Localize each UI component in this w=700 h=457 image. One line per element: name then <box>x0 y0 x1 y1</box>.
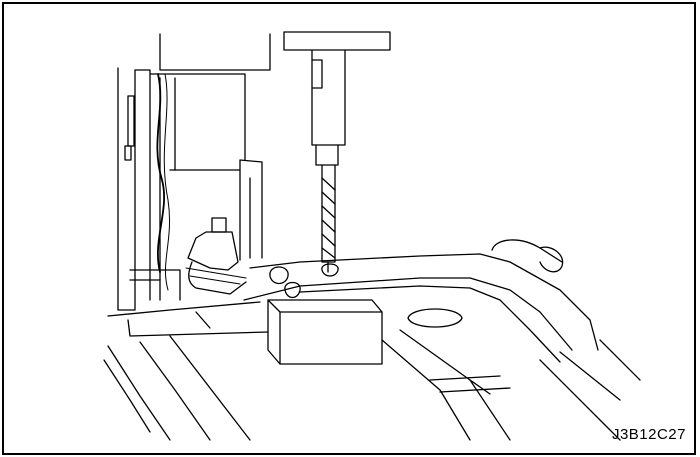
ball-joint <box>185 217 247 295</box>
chuck-and-drill-bit <box>283 31 391 273</box>
drill-press-column <box>117 33 271 311</box>
figure-code: J3B12C27 <box>611 426 686 443</box>
control-arm <box>243 239 599 363</box>
drill-press-table <box>103 301 641 441</box>
support-block <box>267 299 383 365</box>
